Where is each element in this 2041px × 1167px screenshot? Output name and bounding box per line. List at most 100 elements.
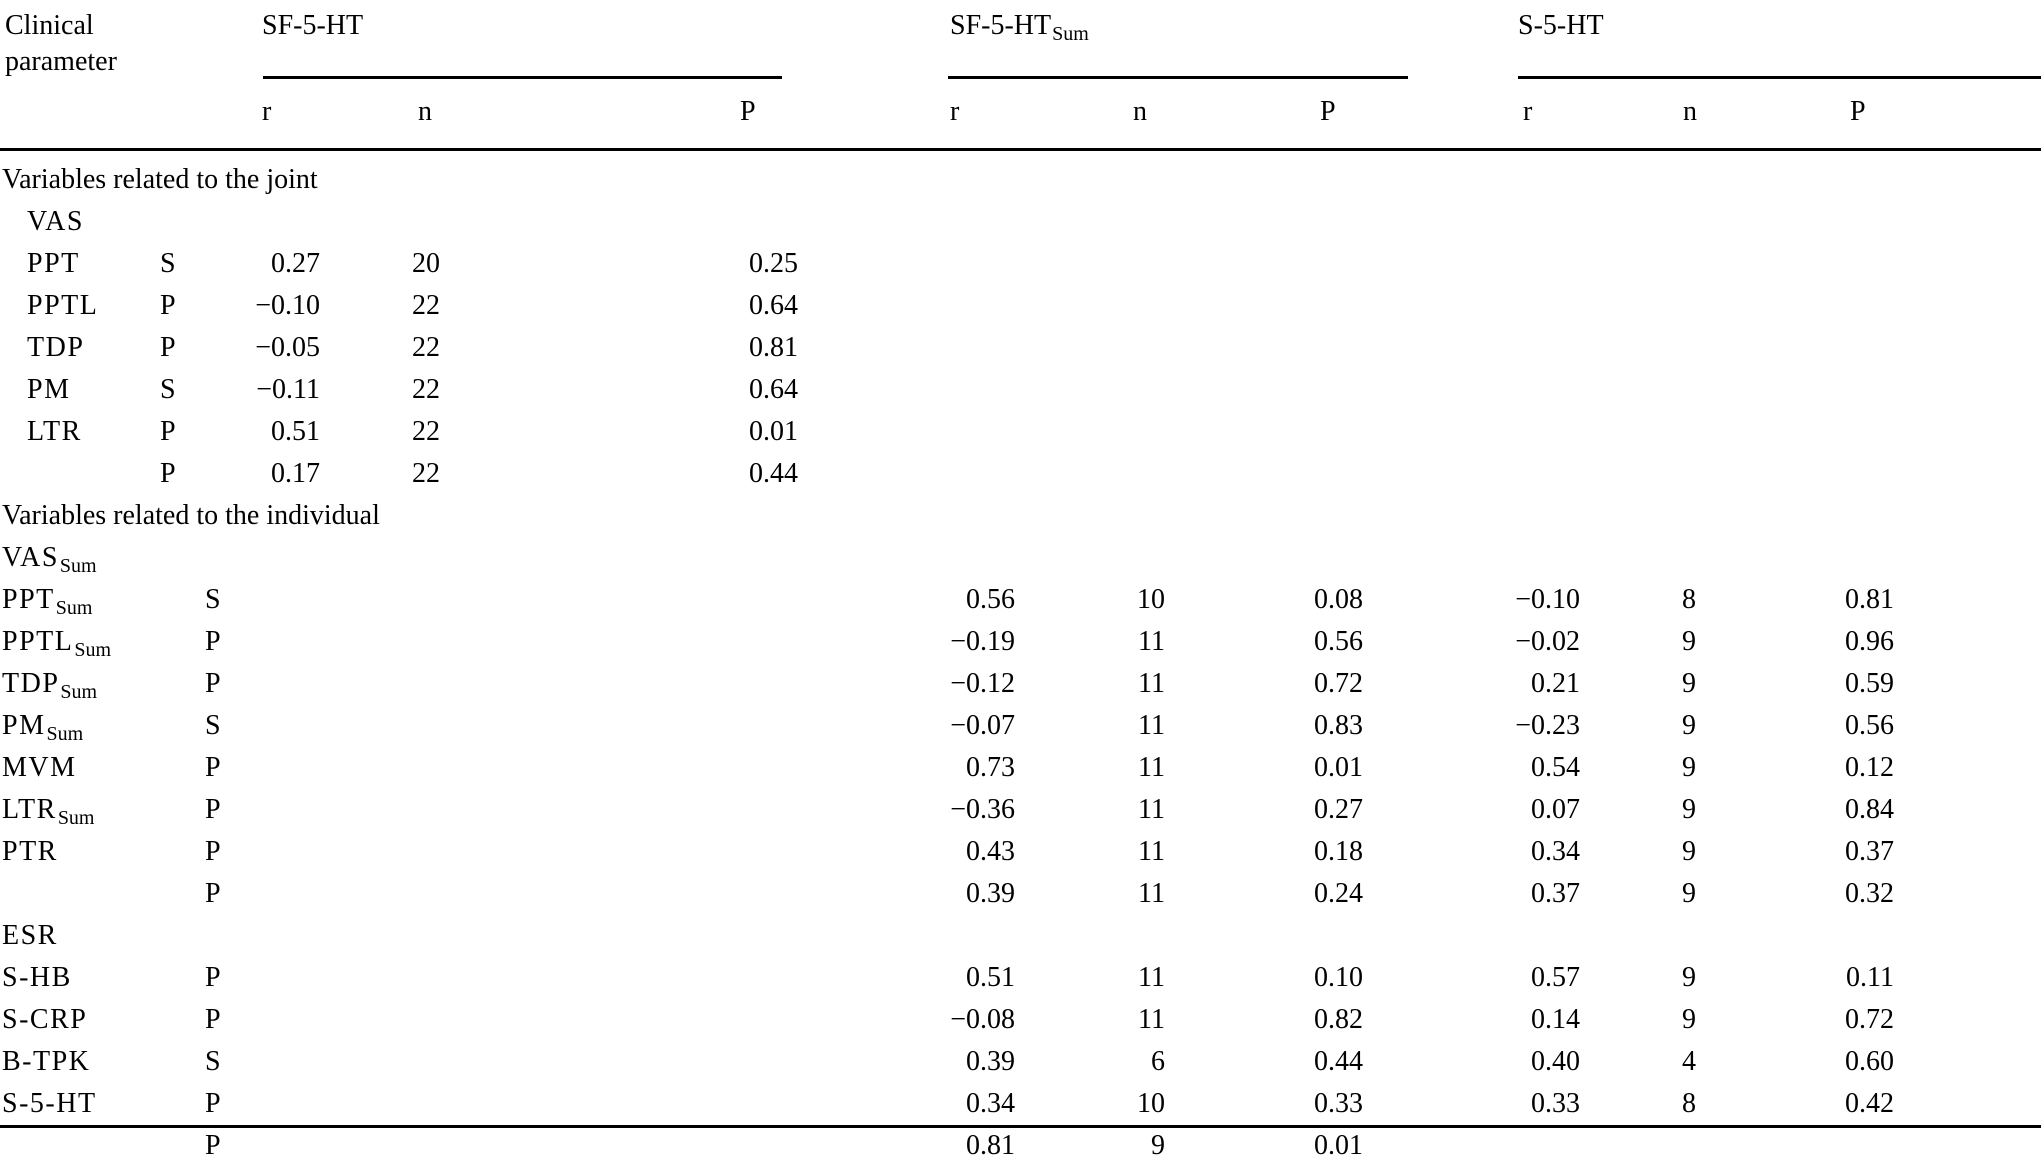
- row-label: PM: [27, 374, 71, 405]
- value-cell: [1510, 369, 1590, 411]
- value-cell: [1310, 369, 1373, 411]
- table-row: PPT P −0.10 22 0.64: [0, 243, 2041, 321]
- value-cell: [1830, 327, 1902, 369]
- value-cell: [1830, 243, 1902, 285]
- value-cell: 0.44: [749, 458, 798, 489]
- row-label-subscript: Sum: [74, 639, 112, 661]
- value-cell: 22: [412, 416, 440, 447]
- value-cell: 0.57: [1531, 962, 1580, 993]
- value-cell: 0.72: [1314, 668, 1363, 699]
- value-cell: [940, 369, 1025, 411]
- value-cell: 0.33: [1531, 1088, 1580, 1119]
- value-cell: 0.81: [749, 332, 798, 363]
- row-label: TDPSum: [2, 668, 98, 703]
- table-row: VASSum S 0.56 10 0.08 −0.10 8 0.81: [0, 537, 2041, 615]
- value-cell: [1125, 453, 1175, 495]
- value-cell: [252, 831, 330, 873]
- value-cell: 9: [1682, 878, 1696, 909]
- value-cell: 0.56: [1314, 626, 1363, 657]
- value-cell: 0.21: [1531, 668, 1580, 699]
- row-label: S-5-HT: [2, 1088, 97, 1119]
- value-cell: 0.42: [1845, 1088, 1894, 1119]
- col-header-r: r: [1523, 96, 1533, 127]
- value-cell: [400, 747, 450, 789]
- value-cell: 0.37: [1845, 836, 1894, 867]
- value-cell: [730, 705, 808, 747]
- value-cell: [252, 1083, 330, 1125]
- row-type: P: [205, 794, 221, 825]
- value-cell: 9: [1682, 626, 1696, 657]
- value-cell: 22: [412, 290, 440, 321]
- value-cell: 0.56: [966, 584, 1015, 615]
- row-type: P: [205, 878, 221, 909]
- col-header-p: P: [1850, 96, 1866, 127]
- value-cell: [252, 789, 330, 831]
- value-cell: −0.02: [1515, 626, 1580, 657]
- row-label-subscript: Sum: [59, 555, 97, 577]
- value-cell: [730, 831, 808, 873]
- row-label: S-HB: [2, 962, 72, 993]
- row-type: P: [160, 290, 176, 321]
- col-header-n: n: [1683, 96, 1697, 127]
- value-cell: −0.05: [255, 332, 320, 363]
- value-cell: 9: [1682, 668, 1696, 699]
- value-cell: 11: [1138, 668, 1165, 699]
- value-cell: [252, 873, 330, 915]
- group-header-sf-5-ht: SF-5-HT: [262, 10, 364, 41]
- value-cell: [252, 999, 330, 1041]
- value-cell: [1670, 411, 1703, 453]
- value-cell: [252, 579, 330, 621]
- section-title-text: Variables related to the individual: [2, 500, 380, 531]
- underline-s-5-ht: [1518, 76, 2041, 79]
- value-cell: [400, 1041, 450, 1083]
- value-cell: [1310, 285, 1373, 327]
- value-cell: 0.11: [1846, 962, 1894, 993]
- value-cell: [252, 705, 330, 747]
- group-header-row: SF-5-HT SF-5-HTSum S-5-HT: [0, 8, 2041, 48]
- value-cell: [252, 621, 330, 663]
- value-cell: −0.10: [1515, 584, 1580, 615]
- table-row: VAS S 0.27 20 0.25: [0, 201, 2041, 279]
- row-label: TDP: [27, 332, 85, 363]
- value-cell: 0.34: [966, 1088, 1015, 1119]
- value-cell: [252, 957, 330, 999]
- row-label: VAS: [27, 206, 84, 237]
- value-cell: [400, 831, 450, 873]
- value-cell: 0.81: [966, 1130, 1015, 1161]
- row-type: P: [205, 626, 221, 657]
- value-cell: 10: [1137, 584, 1165, 615]
- value-cell: 9: [1682, 710, 1696, 741]
- row-label: ESR: [2, 920, 58, 951]
- row-type: S: [160, 374, 176, 405]
- section-title-text: Variables related to the joint: [2, 164, 318, 195]
- row-type: P: [160, 332, 176, 363]
- col-header-p: P: [1320, 96, 1336, 127]
- value-cell: 0.27: [271, 248, 320, 279]
- value-cell: 0.33: [1314, 1088, 1363, 1119]
- value-cell: 0.39: [966, 1046, 1015, 1077]
- table-row: PPTLSum P −0.12 11 0.72 0.21 9 0.59: [0, 621, 2041, 699]
- value-cell: 0.64: [749, 374, 798, 405]
- group-header-s-5-ht: S-5-HT: [1518, 10, 1604, 41]
- value-cell: 8: [1682, 584, 1696, 615]
- value-cell: [400, 873, 450, 915]
- value-cell: [1125, 285, 1175, 327]
- underline-sf-5-ht-sum: [948, 76, 1408, 79]
- value-cell: 0.60: [1845, 1046, 1894, 1077]
- value-cell: 0.64: [749, 290, 798, 321]
- value-cell: 0.51: [966, 962, 1015, 993]
- value-cell: 0.24: [1314, 878, 1363, 909]
- value-cell: 0.14: [1531, 1004, 1580, 1035]
- col-header-n: n: [1133, 96, 1147, 127]
- value-cell: 9: [1682, 836, 1696, 867]
- row-label-subscript: Sum: [57, 807, 95, 829]
- row-label: PPTSum: [2, 584, 93, 619]
- row-label: PPT: [27, 248, 80, 279]
- value-cell: 0.44: [1314, 1046, 1363, 1077]
- value-cell: −0.36: [950, 794, 1015, 825]
- table-row: ESR P 0.51 11 0.10 0.57 9 0.11: [0, 915, 2041, 993]
- value-cell: 0.08: [1314, 584, 1363, 615]
- value-cell: [252, 1041, 330, 1083]
- table-row: PMSum P 0.73 11 0.01 0.54 9 0.12: [0, 705, 2041, 783]
- value-cell: 9: [1682, 752, 1696, 783]
